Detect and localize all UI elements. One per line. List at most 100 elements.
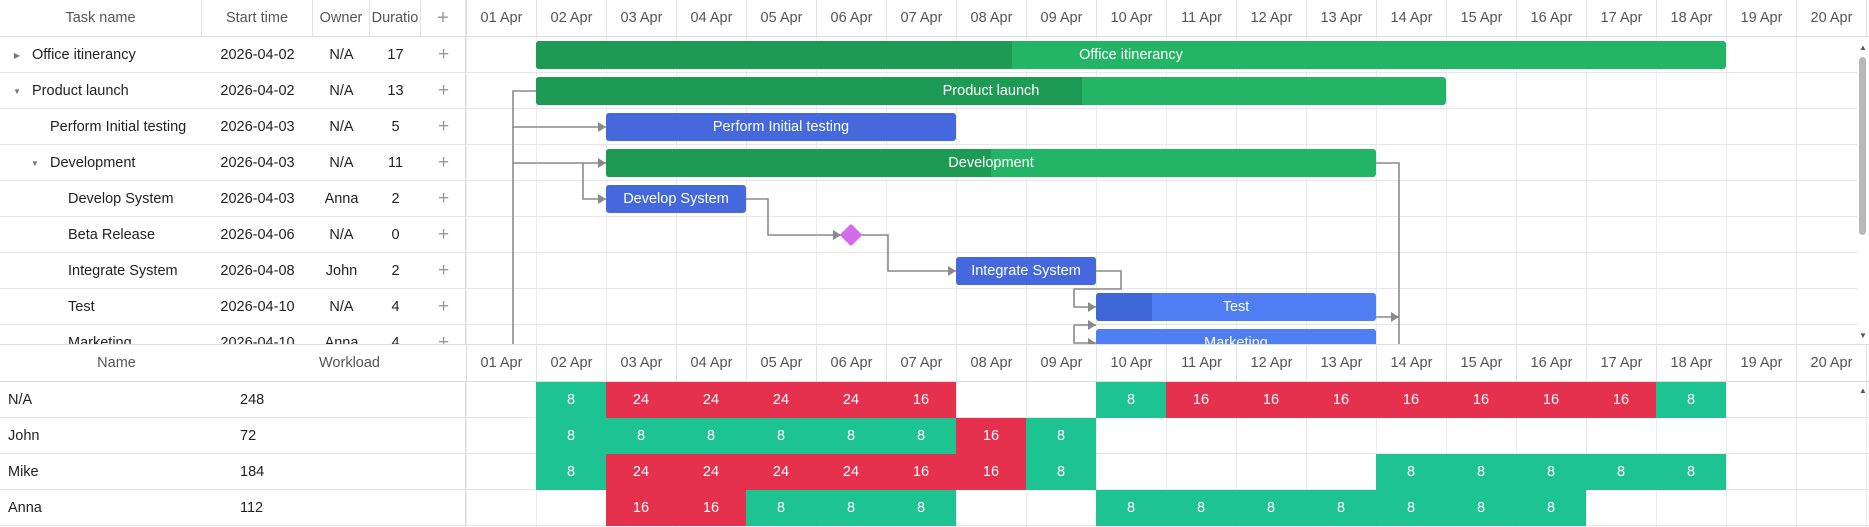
workload-cell[interactable]: 16 <box>1516 382 1586 418</box>
resource-scroll-up-icon[interactable]: ▲ <box>1859 385 1867 395</box>
workload-cell[interactable]: 24 <box>816 454 886 490</box>
timeline-gridline <box>1586 37 1587 344</box>
plus-icon[interactable]: + <box>437 44 450 65</box>
task-bar[interactable]: Test <box>1096 293 1376 321</box>
caret-down-icon[interactable]: ▼ <box>31 158 39 168</box>
plus-icon[interactable]: + <box>437 116 450 137</box>
task-bar[interactable]: Perform Initial testing <box>606 113 956 141</box>
task-bar[interactable]: Marketing <box>1096 329 1376 344</box>
workload-cell[interactable]: 24 <box>676 454 746 490</box>
res-scale-date-17: 17 Apr <box>1587 345 1657 381</box>
link-spine[interactable] <box>512 90 536 344</box>
link-integrate-test[interactable] <box>1073 270 1122 308</box>
workload-cell[interactable]: 8 <box>1516 454 1586 490</box>
workload-cell[interactable]: 16 <box>1586 382 1656 418</box>
plus-icon[interactable]: + <box>437 296 450 317</box>
task-row[interactable]: ▶ Office itinerancy 2026-04-02 N/A 17 + <box>0 37 465 73</box>
caret-right-icon[interactable]: ▶ <box>13 50 21 60</box>
link-dev-develop[interactable] <box>582 163 606 200</box>
workload-cell[interactable]: 24 <box>746 382 816 418</box>
task-bar[interactable]: Development <box>606 149 1376 177</box>
link-develop-beta[interactable] <box>746 198 841 236</box>
link-arrow-icon <box>598 194 606 204</box>
workload-cell[interactable]: 8 <box>1306 490 1376 526</box>
plus-icon[interactable]: + <box>437 332 450 344</box>
workload-cell[interactable]: 8 <box>1026 418 1096 454</box>
workload-cell[interactable]: 8 <box>746 490 816 526</box>
workload-cell[interactable]: 24 <box>816 382 886 418</box>
plus-icon[interactable]: + <box>437 80 450 101</box>
workload-cell[interactable]: 16 <box>676 490 746 526</box>
workload-cell[interactable]: 8 <box>816 418 886 454</box>
link-dev-end[interactable] <box>1376 162 1400 344</box>
workload-cell[interactable]: 16 <box>606 490 676 526</box>
task-bar[interactable]: Office itinerancy <box>536 41 1726 69</box>
workload-cell[interactable]: 8 <box>1096 382 1166 418</box>
workload-cell[interactable]: 8 <box>1376 454 1446 490</box>
scroll-up-icon[interactable]: ▲ <box>1859 42 1867 52</box>
timeline-gridline <box>1446 37 1447 344</box>
workload-cell[interactable]: 8 <box>1586 454 1656 490</box>
task-row[interactable]: Perform Initial testing 2026-04-03 N/A 5 + <box>0 109 465 145</box>
scale-date-9: 09 Apr <box>1027 0 1097 36</box>
workload-cell[interactable]: 16 <box>886 454 956 490</box>
task-bar[interactable]: Integrate System <box>956 257 1096 285</box>
workload-cell[interactable]: 8 <box>886 490 956 526</box>
workload-cell[interactable]: 16 <box>1166 382 1236 418</box>
workload-cell[interactable]: 8 <box>746 418 816 454</box>
res-scale-date-16: 16 Apr <box>1517 345 1587 381</box>
scale-date-11: 11 Apr <box>1167 0 1237 36</box>
resource-gridline <box>466 382 467 527</box>
workload-cell[interactable]: 8 <box>536 382 606 418</box>
task-row[interactable]: ▼ Product launch 2026-04-02 N/A 13 + <box>0 73 465 109</box>
task-row[interactable]: Marketing 2026-04-10 Anna 4 + <box>0 325 465 344</box>
gantt-scrollbar-thumb[interactable] <box>1859 57 1866 235</box>
workload-cell[interactable]: 8 <box>1166 490 1236 526</box>
workload-cell[interactable]: 24 <box>606 454 676 490</box>
start-time-cell: 2026-04-02 <box>220 83 295 99</box>
task-bar[interactable]: Product launch <box>536 77 1446 105</box>
workload-cell[interactable]: 8 <box>606 418 676 454</box>
workload-cell[interactable]: 8 <box>536 418 606 454</box>
workload-cell[interactable]: 8 <box>676 418 746 454</box>
workload-cell[interactable]: 8 <box>1096 490 1166 526</box>
workload-cell[interactable]: 8 <box>1236 490 1306 526</box>
workload-cell[interactable]: 16 <box>1236 382 1306 418</box>
workload-cell[interactable]: 8 <box>886 418 956 454</box>
workload-cell[interactable]: 24 <box>676 382 746 418</box>
scroll-down-icon[interactable]: ▼ <box>1859 330 1867 340</box>
workload-cell[interactable]: 8 <box>1446 454 1516 490</box>
task-row[interactable]: Integrate System 2026-04-08 John 2 + <box>0 253 465 289</box>
workload-cell[interactable]: 8 <box>1026 454 1096 490</box>
task-row[interactable]: ▼ Development 2026-04-03 N/A 11 + <box>0 145 465 181</box>
workload-cell[interactable]: 8 <box>816 490 886 526</box>
workload-cell[interactable]: 16 <box>956 418 1026 454</box>
workload-cell[interactable]: 8 <box>1446 490 1516 526</box>
task-bar[interactable]: Develop System <box>606 185 746 213</box>
link-beta-integrate[interactable] <box>861 234 956 272</box>
plus-icon[interactable]: + <box>437 188 450 209</box>
workload-cell[interactable]: 16 <box>956 454 1026 490</box>
resource-workload-cell: 112 <box>240 500 264 516</box>
workload-cell[interactable]: 8 <box>1656 454 1726 490</box>
workload-cell[interactable]: 16 <box>1446 382 1516 418</box>
workload-cell[interactable]: 16 <box>886 382 956 418</box>
task-row[interactable]: Beta Release 2026-04-06 N/A 0 + <box>0 217 465 253</box>
workload-cell[interactable]: 8 <box>1656 382 1726 418</box>
owner-cell: Anna <box>324 191 359 207</box>
link-test-marketing[interactable] <box>1073 325 1096 344</box>
plus-icon[interactable]: + <box>437 260 450 281</box>
plus-icon[interactable]: + <box>437 224 450 245</box>
workload-cell[interactable]: 8 <box>1516 490 1586 526</box>
task-row[interactable]: Test 2026-04-10 N/A 4 + <box>0 289 465 325</box>
plus-icon[interactable]: + <box>437 152 450 173</box>
workload-cell[interactable]: 16 <box>1376 382 1446 418</box>
caret-down-icon[interactable]: ▼ <box>13 86 21 96</box>
task-row[interactable]: Develop System 2026-04-03 Anna 2 + <box>0 181 465 217</box>
workload-cell[interactable]: 8 <box>536 454 606 490</box>
workload-cell[interactable]: 8 <box>1376 490 1446 526</box>
workload-cell[interactable]: 16 <box>1306 382 1376 418</box>
workload-cell[interactable]: 24 <box>746 454 816 490</box>
workload-cell[interactable]: 24 <box>606 382 676 418</box>
add-task-header-button[interactable]: + <box>421 0 466 36</box>
